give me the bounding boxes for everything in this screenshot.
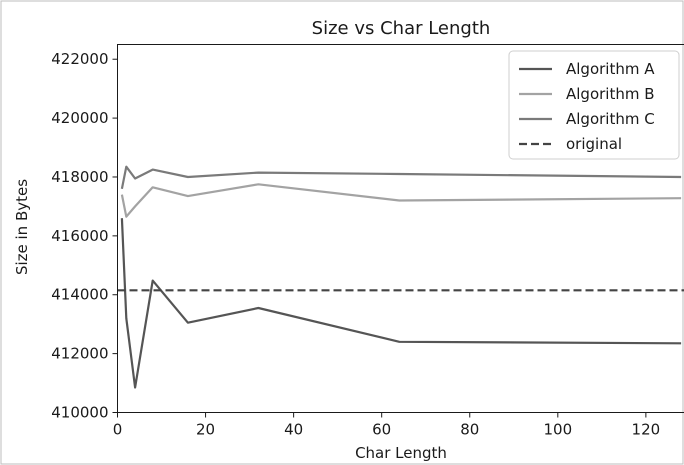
y-tick-label-4: 418000 xyxy=(51,168,108,186)
legend-label-1: Algorithm A xyxy=(566,60,655,78)
y-tick-label-1: 412000 xyxy=(51,345,108,363)
x-tick-label-5: 100 xyxy=(543,421,572,439)
x-tick-label-4: 80 xyxy=(460,421,479,439)
y-tick-label-3: 416000 xyxy=(51,227,108,245)
y-axis-label: Size in Bytes xyxy=(13,179,31,275)
y-tick-label-2: 414000 xyxy=(51,286,108,304)
y-tick-label-0: 410000 xyxy=(51,404,108,422)
x-tick-label-2: 40 xyxy=(284,421,303,439)
x-tick-label-1: 20 xyxy=(196,421,215,439)
x-tick-label-0: 0 xyxy=(113,421,123,439)
legend-label-4: original xyxy=(566,135,622,153)
x-axis-label: Char Length xyxy=(355,444,447,462)
y-tick-label-6: 422000 xyxy=(51,50,108,68)
legend-label-3: Algorithm C xyxy=(566,110,655,128)
x-tick-label-6: 120 xyxy=(632,421,661,439)
x-tick-label-3: 60 xyxy=(372,421,391,439)
y-tick-label-5: 420000 xyxy=(51,109,108,127)
chart-title: Size vs Char Length xyxy=(312,18,491,39)
legend: Algorithm A Algorithm B Algorithm C origina… xyxy=(509,51,679,159)
legend-label-2: Algorithm B xyxy=(566,85,655,103)
